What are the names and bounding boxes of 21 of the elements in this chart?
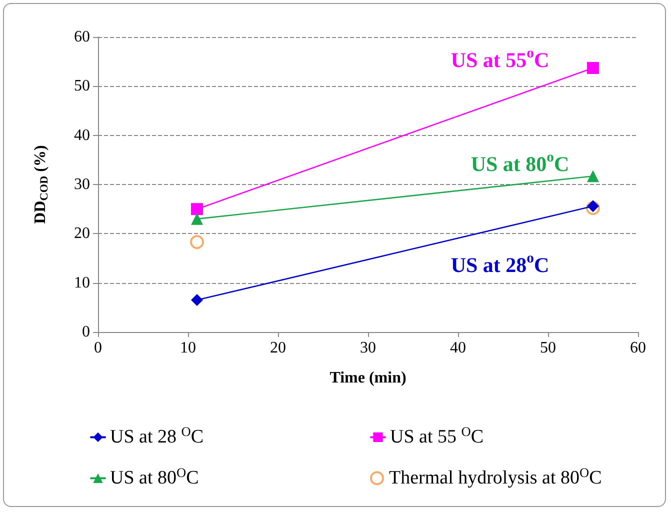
point [587, 200, 599, 212]
x-tick-label: 0 [94, 340, 102, 356]
point [190, 235, 204, 250]
point [587, 62, 599, 74]
point [191, 203, 203, 216]
y-tick-label: 20 [74, 225, 90, 242]
x-tick-label: 30 [360, 340, 376, 356]
x-tick-label: 10 [180, 340, 196, 356]
y-tick-label: 0 [82, 324, 90, 340]
x-tick-label: 60 [630, 340, 646, 356]
x-tick-label: 20 [270, 340, 286, 356]
y-tick-label: 40 [74, 126, 90, 144]
x-axis-title: Time (min) [330, 370, 406, 386]
y-axis-title: DDCOD (%) [32, 145, 50, 224]
x-tick-label: 50 [540, 340, 556, 356]
y-tick-label: 50 [74, 78, 90, 95]
y-tick-label: 60 [74, 28, 90, 46]
y-tick-label: 10 [74, 274, 90, 292]
point [191, 294, 203, 306]
y-tick-label: 30 [74, 176, 90, 193]
x-tick-label: 40 [450, 340, 466, 356]
